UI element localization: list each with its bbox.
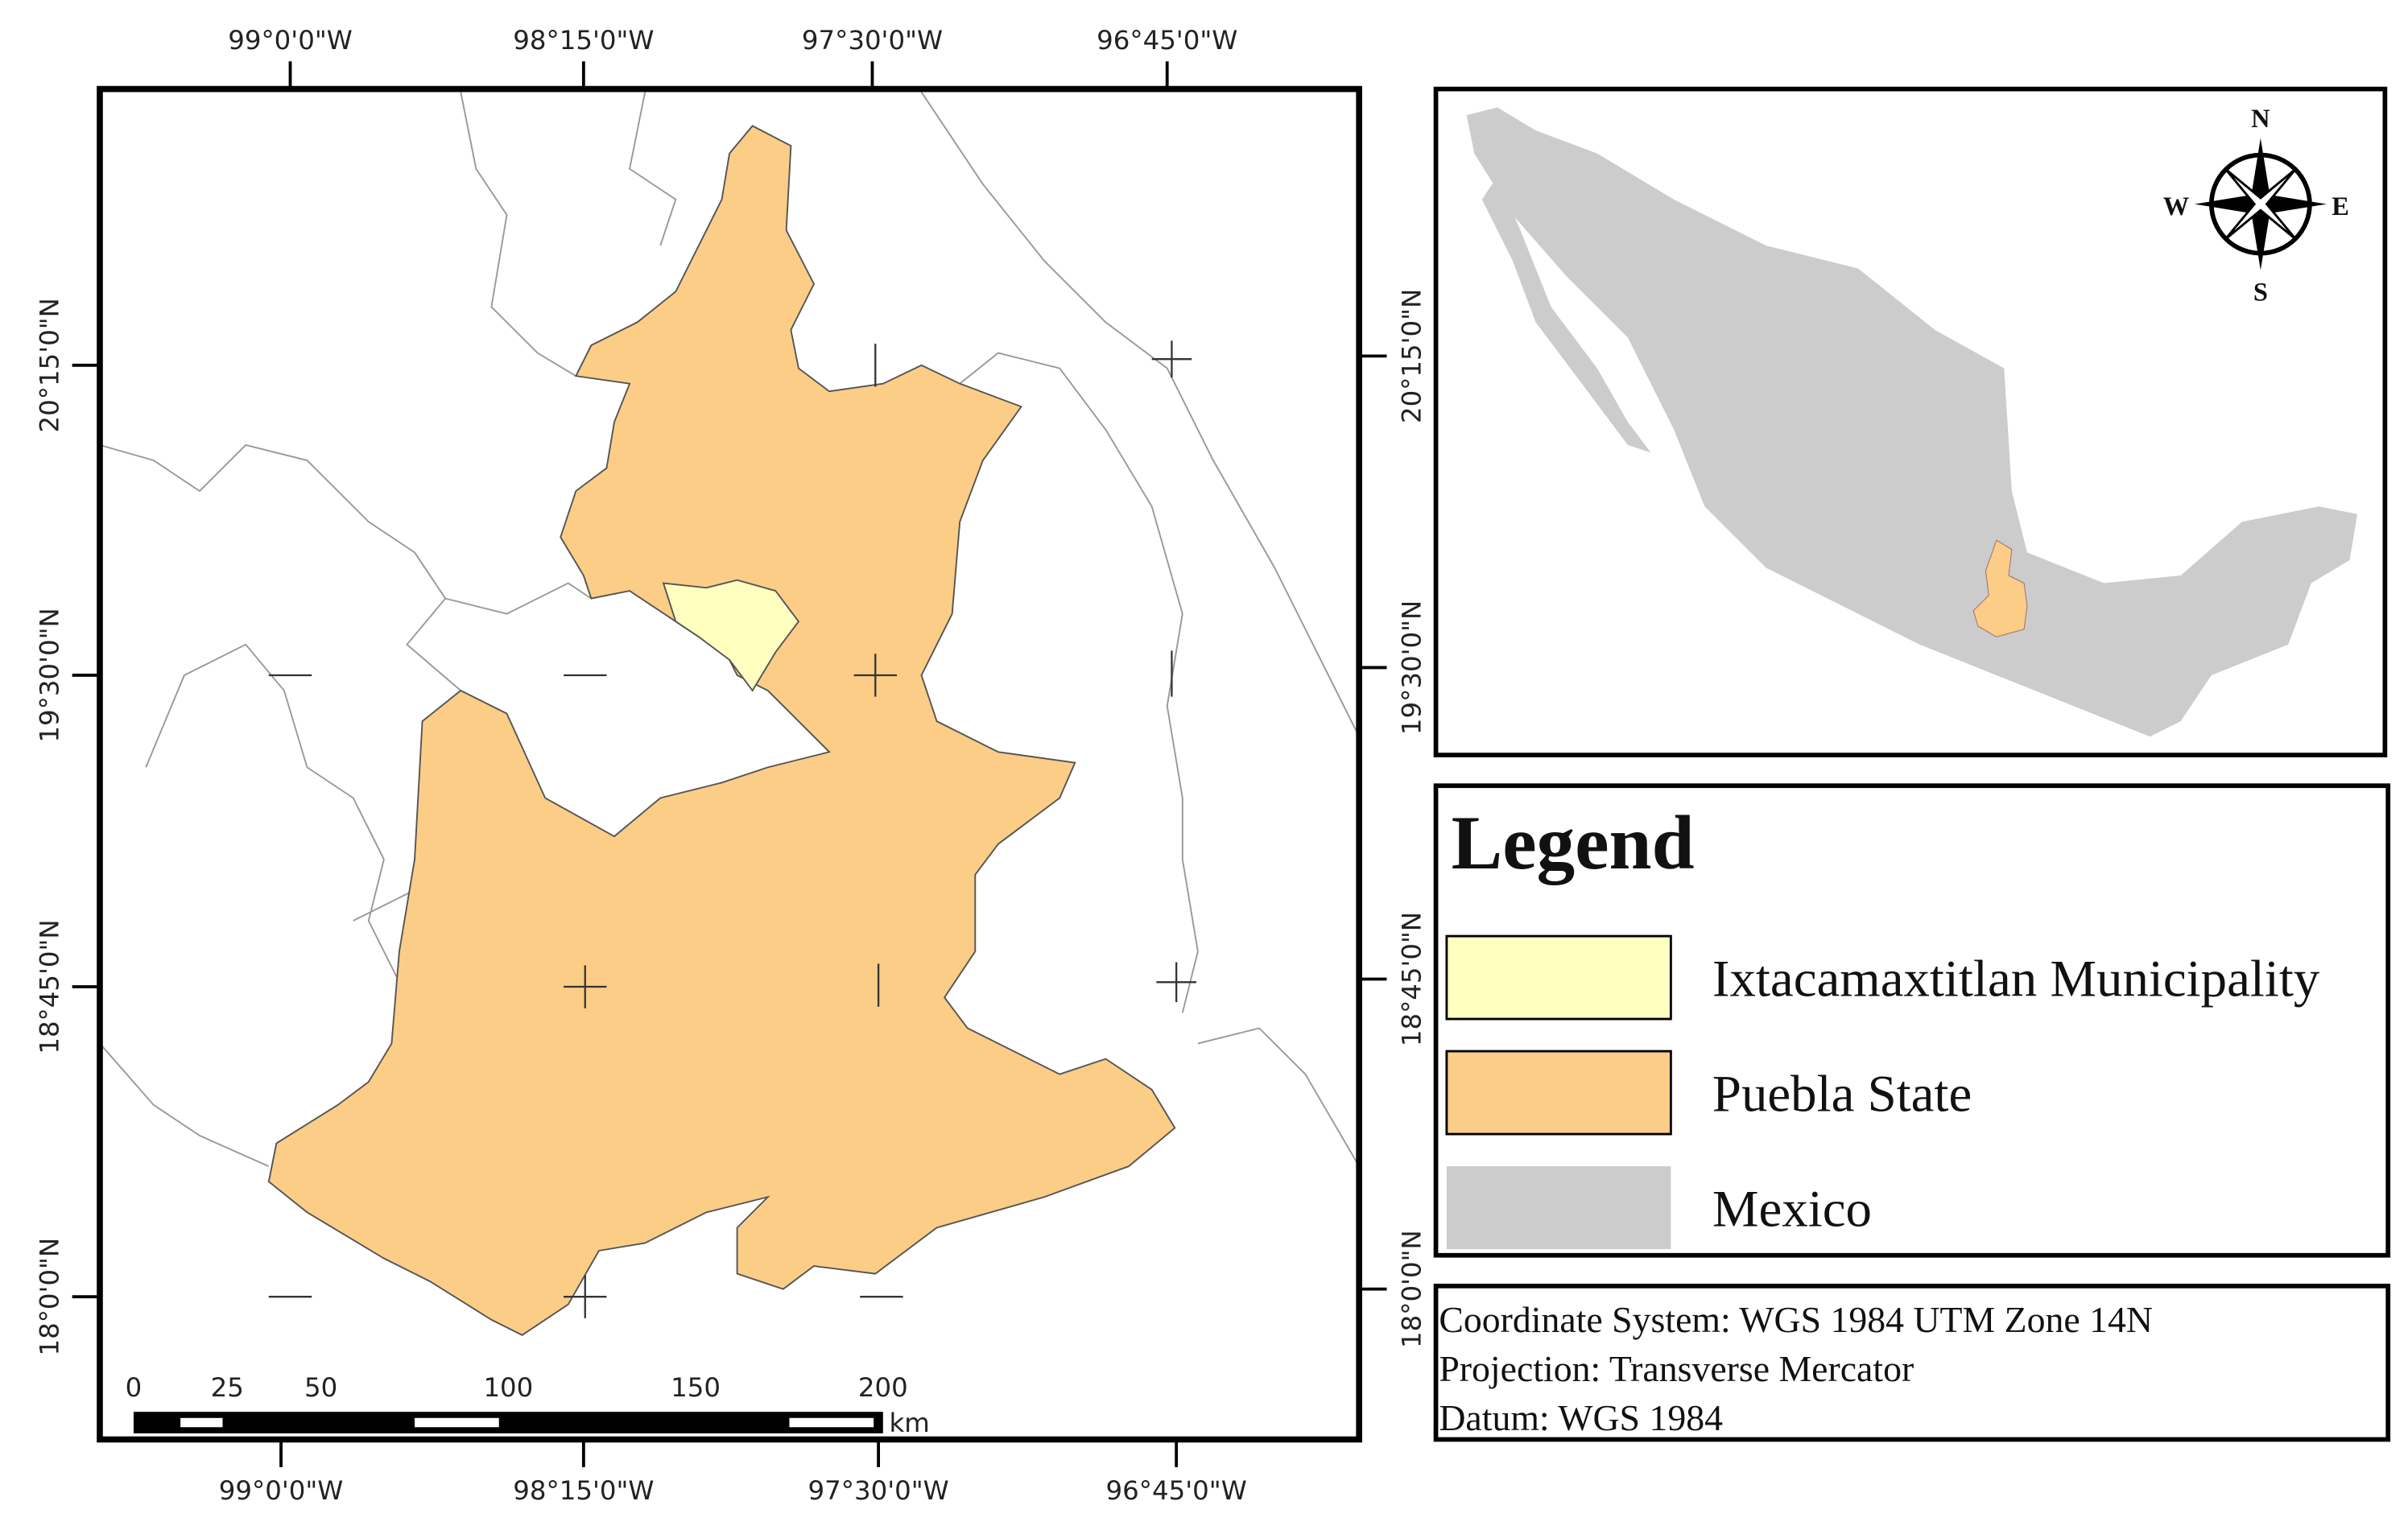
scale-bar-segment (415, 1417, 499, 1428)
latitude-label: 19°30'0"N (34, 608, 64, 742)
legend-frame (1433, 783, 2391, 1258)
note-line: Coordinate System: WGS 1984 UTM Zone 14N (1439, 1299, 2153, 1340)
scale-bar-segment (180, 1417, 223, 1428)
graticule-marks (268, 340, 1196, 1318)
scale-bar-label: 150 (671, 1372, 721, 1403)
main-map: 0 25 50 100 150 200 km 99°0'0"W 98°15'0"W 97°30'… (34, 25, 1427, 1506)
scale-bar-label: 100 (483, 1372, 533, 1403)
longitude-label: 99°0'0"W (219, 1475, 344, 1506)
scale-bar-label: 200 (858, 1372, 908, 1403)
compass-star-secondary (2224, 167, 2297, 241)
longitude-label: 97°30'0"W (808, 1475, 949, 1506)
longitude-label: 98°15'0"W (513, 1475, 654, 1506)
scale-bar: 0 25 50 100 150 200 km (126, 1372, 930, 1438)
longitude-label: 99°0'0"W (228, 25, 353, 56)
legend-swatch (1446, 1166, 1671, 1250)
scale-bar-segment (789, 1417, 874, 1428)
scale-bar-label: 50 (304, 1372, 337, 1403)
legend: Legend Ixtacamaxtitlan Municipality Puebl… (1433, 783, 2391, 1258)
compass-rose: N S E W (2163, 105, 2349, 307)
legend-swatch (1445, 1050, 1672, 1136)
legend-label: Puebla State (1712, 1065, 1972, 1123)
legend-swatch (1445, 934, 1672, 1021)
main-map-frame (97, 85, 1362, 1443)
notes: Coordinate System: WGS 1984 UTM Zone 14N… (1433, 1283, 2391, 1442)
scale-bar-unit: km (889, 1408, 929, 1438)
legend-title: Legend (1452, 800, 1695, 885)
latitude-label: 18°0'0"N (1396, 1230, 1427, 1348)
note-line: Projection: Transverse Mercator (1439, 1348, 1914, 1389)
latitude-label: 18°0'0"N (34, 1238, 64, 1356)
note-line: Datum: WGS 1984 (1439, 1397, 1723, 1438)
state-boundaries (99, 91, 1361, 1167)
puebla-state-area (267, 125, 1176, 1336)
scale-bar-label: 25 (211, 1372, 244, 1403)
longitude-label: 97°30'0"W (802, 25, 943, 56)
scale-bar-body (133, 1412, 883, 1433)
compass-south: S (2253, 278, 2268, 307)
scale-bar-label: 0 (126, 1372, 142, 1403)
legend-label: Ixtacamaxtitlan Municipality (1712, 950, 2320, 1008)
longitude-label: 96°45'0"W (1097, 25, 1237, 56)
latitude-label: 18°45'0"N (1396, 912, 1427, 1046)
inset-map: N S E W (1433, 86, 2388, 757)
latitude-label: 20°15'0"N (34, 298, 64, 432)
legend-label: Mexico (1712, 1180, 1872, 1238)
longitude-label: 98°15'0"W (513, 25, 654, 56)
notes-frame (1433, 1283, 2391, 1442)
latitude-label: 20°15'0"N (1396, 289, 1427, 423)
puebla-inset-area (1972, 539, 2028, 637)
inset-frame (1433, 86, 2388, 757)
compass-east: E (2332, 192, 2349, 221)
frame-ticks (72, 61, 1387, 1467)
mexico-area (1466, 107, 2358, 737)
ixtacamaxtitlan-area (662, 579, 800, 692)
latitude-label: 18°45'0"N (34, 919, 64, 1054)
latitude-label: 19°30'0"N (1396, 600, 1427, 735)
compass-west: W (2163, 192, 2189, 221)
compass-north: N (2251, 105, 2270, 134)
longitude-label: 96°45'0"W (1106, 1475, 1247, 1506)
